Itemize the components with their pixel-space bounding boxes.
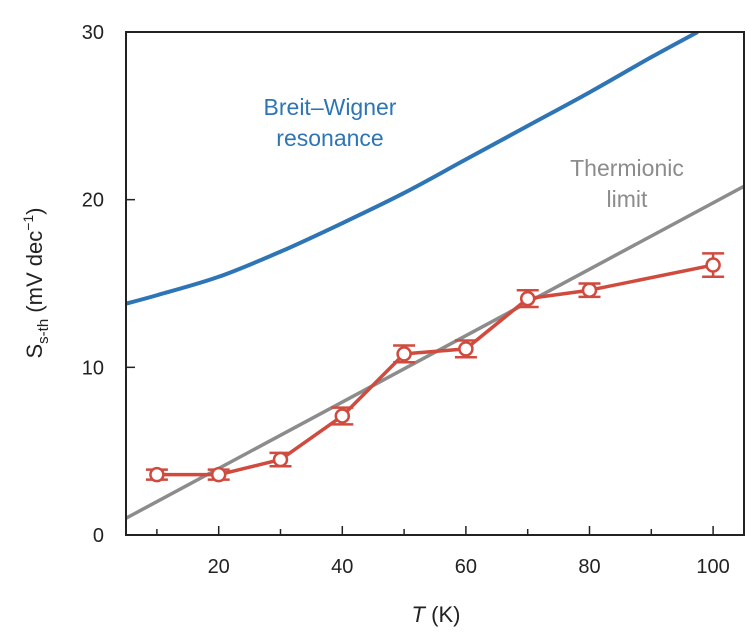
breit-wigner-curve (126, 32, 699, 306)
error-bars (145, 252, 725, 481)
x-tick-label: 20 (208, 556, 230, 578)
data-point (149, 466, 165, 483)
y-tick-label: 30 (82, 22, 104, 44)
measured-data-markers (149, 257, 721, 483)
y-tick-label: 0 (93, 525, 104, 547)
x-axis-ticks: 20 40 60 80 100 (156, 526, 730, 578)
breit-wigner-label-line1: Breit–Wigner (264, 94, 397, 120)
plot-frame (125, 31, 745, 536)
y-tick-label: 20 (82, 190, 104, 212)
data-point (705, 257, 721, 273)
data-point (396, 346, 412, 362)
thermionic-label-line1: Thermionic (570, 155, 684, 181)
x-tick-label: 40 (331, 556, 353, 578)
breit-wigner-label-line2: resonance (276, 125, 383, 151)
x-tick-label: 80 (578, 556, 600, 578)
y-axis-title: Ss-th (mV dec−1) (20, 207, 52, 358)
data-point (581, 282, 598, 298)
plot-area (126, 32, 744, 520)
x-tick-label: 100 (696, 556, 729, 578)
x-tick-label: 60 (455, 556, 477, 578)
y-axis-ticks: 0 10 20 30 (82, 22, 135, 547)
data-point (334, 408, 351, 424)
data-point (272, 451, 289, 468)
x-axis-title: T (K) (412, 602, 461, 627)
data-point (519, 290, 536, 307)
thermionic-label-line2: limit (607, 186, 648, 212)
data-point (210, 466, 227, 483)
y-tick-label: 10 (82, 357, 104, 379)
measured-data-line (156, 263, 714, 477)
data-point (458, 341, 474, 357)
